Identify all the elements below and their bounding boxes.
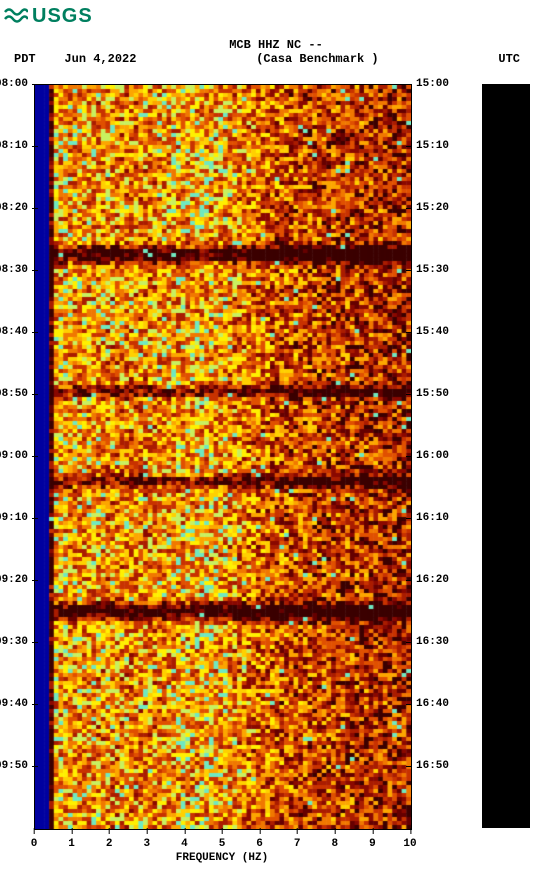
- spectrogram-canvas: [35, 85, 411, 829]
- y-axis-left: 08:0008:1008:2008:3008:4008:5009:0009:10…: [0, 84, 34, 828]
- x-tick: 2: [106, 838, 113, 850]
- y-tick-right: 16:20: [412, 574, 449, 586]
- y-tick-right: 15:30: [412, 264, 449, 276]
- y-tick-right: 15:00: [412, 78, 449, 90]
- x-axis: FREQUENCY (HZ) 012345678910: [34, 828, 410, 868]
- y-tick-left: 09:30: [0, 636, 32, 648]
- y-tick-right: 16:30: [412, 636, 449, 648]
- x-tick: 6: [256, 838, 263, 850]
- x-tick: 3: [143, 838, 150, 850]
- y-tick-right: 15:10: [412, 140, 449, 152]
- x-axis-label: FREQUENCY (HZ): [34, 852, 410, 864]
- x-tick: 7: [294, 838, 301, 850]
- spectrogram-plot: [34, 84, 412, 830]
- y-tick-left: 08:40: [0, 326, 32, 338]
- x-tick: 10: [403, 838, 416, 850]
- y-tick-left: 09:10: [0, 512, 32, 524]
- y-tick-right: 15:20: [412, 202, 449, 214]
- colorbar: [482, 84, 530, 828]
- y-tick-right: 15:40: [412, 326, 449, 338]
- x-tick: 9: [369, 838, 376, 850]
- y-tick-left: 08:50: [0, 388, 32, 400]
- y-tick-left: 08:30: [0, 264, 32, 276]
- x-tick: 4: [181, 838, 188, 850]
- left-tz-label: PDT: [14, 52, 36, 66]
- x-tick: 0: [31, 838, 38, 850]
- y-axis-right: 15:0015:1015:2015:3015:4015:5016:0016:10…: [410, 84, 450, 828]
- usgs-logo: USGS: [4, 4, 93, 28]
- y-tick-left: 08:10: [0, 140, 32, 152]
- y-tick-right: 15:50: [412, 388, 449, 400]
- station-line: MCB HHZ NC --: [0, 38, 552, 52]
- x-tick: 8: [331, 838, 338, 850]
- wave-icon: [4, 4, 28, 28]
- y-tick-left: 09:50: [0, 760, 32, 772]
- x-tick: 1: [68, 838, 75, 850]
- y-tick-left: 08:00: [0, 78, 32, 90]
- y-tick-right: 16:00: [412, 450, 449, 462]
- station-paren: (Casa Benchmark ): [256, 52, 378, 66]
- y-tick-left: 09:00: [0, 450, 32, 462]
- right-tz-label: UTC: [498, 52, 520, 66]
- date-label: Jun 4,2022: [64, 52, 136, 66]
- y-tick-right: 16:40: [412, 698, 449, 710]
- plot-header: MCB HHZ NC -- PDT Jun 4,2022 (Casa Bench…: [0, 38, 552, 66]
- y-tick-left: 09:40: [0, 698, 32, 710]
- logo-text: USGS: [32, 5, 93, 28]
- y-tick-left: 08:20: [0, 202, 32, 214]
- y-tick-right: 16:10: [412, 512, 449, 524]
- x-tick: 5: [219, 838, 226, 850]
- y-tick-right: 16:50: [412, 760, 449, 772]
- y-tick-left: 09:20: [0, 574, 32, 586]
